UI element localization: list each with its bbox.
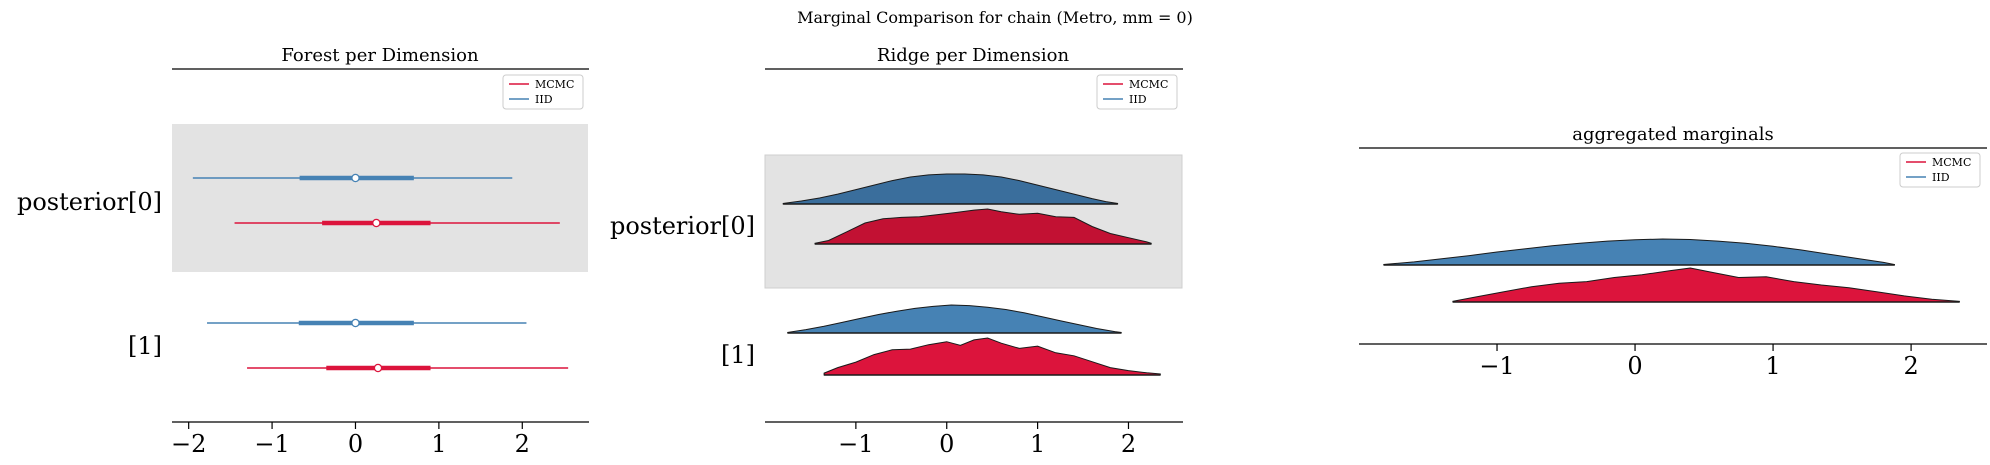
forest-band-dim0 [172, 124, 588, 272]
forest-panel-title: Forest per Dimension [281, 45, 479, 66]
ridge-panel: Ridge per Dimension posterior[0] [1] −1 0… [610, 45, 1183, 458]
aggregated-panel-title: aggregated marginals [1572, 124, 1773, 145]
forest-panel: Forest per Dimension posterior[0] [1] −2… [17, 45, 589, 458]
forest-row-label-0: posterior[0] [17, 188, 162, 216]
x-tick-label: 2 [515, 430, 530, 458]
x-tick-label: 1 [1030, 430, 1045, 458]
ridge-marks [782, 173, 1161, 376]
ridge-row-label-1: [1] [721, 341, 755, 369]
x-tick-label: 1 [431, 430, 446, 458]
legend-label-iid: IID [1129, 93, 1147, 106]
forest-median-point-mcmc [372, 218, 381, 228]
forest-median-point-mcmc [373, 363, 383, 373]
x-tick-label: 0 [1627, 352, 1642, 380]
ridge-mcmc-dim1 [823, 337, 1161, 376]
forest-marks [192, 173, 569, 373]
aggregated-panel: aggregated marginals −1 0 1 2 MCMC IID [1359, 124, 1987, 380]
x-tick-label: 0 [348, 430, 363, 458]
aggregated-marks [1383, 238, 1960, 303]
x-tick-label: 2 [1121, 430, 1136, 458]
aggregated-ridge-mcmc [1452, 267, 1960, 303]
ridge-x-ticks: −1 0 1 2 [838, 422, 1136, 458]
ridge-mcmc-dim0 [814, 208, 1152, 245]
ridge-row-label-0: posterior[0] [610, 212, 755, 240]
aggregated-legend: MCMC IID [1899, 152, 1981, 188]
x-tick-label: −2 [171, 430, 206, 458]
legend-label-mcmc: MCMC [1129, 78, 1168, 91]
forest-median-point-iid [351, 318, 360, 328]
ridge-panel-title: Ridge per Dimension [877, 45, 1070, 66]
aggregated-ridge-iid [1383, 238, 1895, 266]
x-tick-label: −1 [254, 430, 289, 458]
legend-label-mcmc: MCMC [535, 78, 574, 91]
forest-median-point-iid [351, 173, 360, 183]
ridge-iid-dim1 [787, 304, 1122, 334]
forest-legend: MCMC IID [502, 74, 584, 110]
legend-label-iid: IID [535, 93, 553, 106]
ridge-legend: MCMC IID [1096, 74, 1178, 110]
ridge-iid-dim0 [782, 173, 1119, 205]
x-tick-label: 1 [1765, 352, 1780, 380]
forest-row-label-1: [1] [128, 332, 162, 360]
legend-label-mcmc: MCMC [1932, 156, 1971, 169]
forest-x-ticks: −2 −1 0 1 2 [171, 422, 530, 458]
legend-label-iid: IID [1932, 171, 1950, 184]
x-tick-label: −1 [838, 430, 873, 458]
figure-suptitle: Marginal Comparison for chain (Metro, mm… [797, 8, 1193, 27]
aggregated-x-ticks: −1 0 1 2 [1479, 344, 1919, 380]
x-tick-label: 0 [939, 430, 954, 458]
x-tick-label: −1 [1479, 352, 1514, 380]
x-tick-label: 2 [1903, 352, 1918, 380]
